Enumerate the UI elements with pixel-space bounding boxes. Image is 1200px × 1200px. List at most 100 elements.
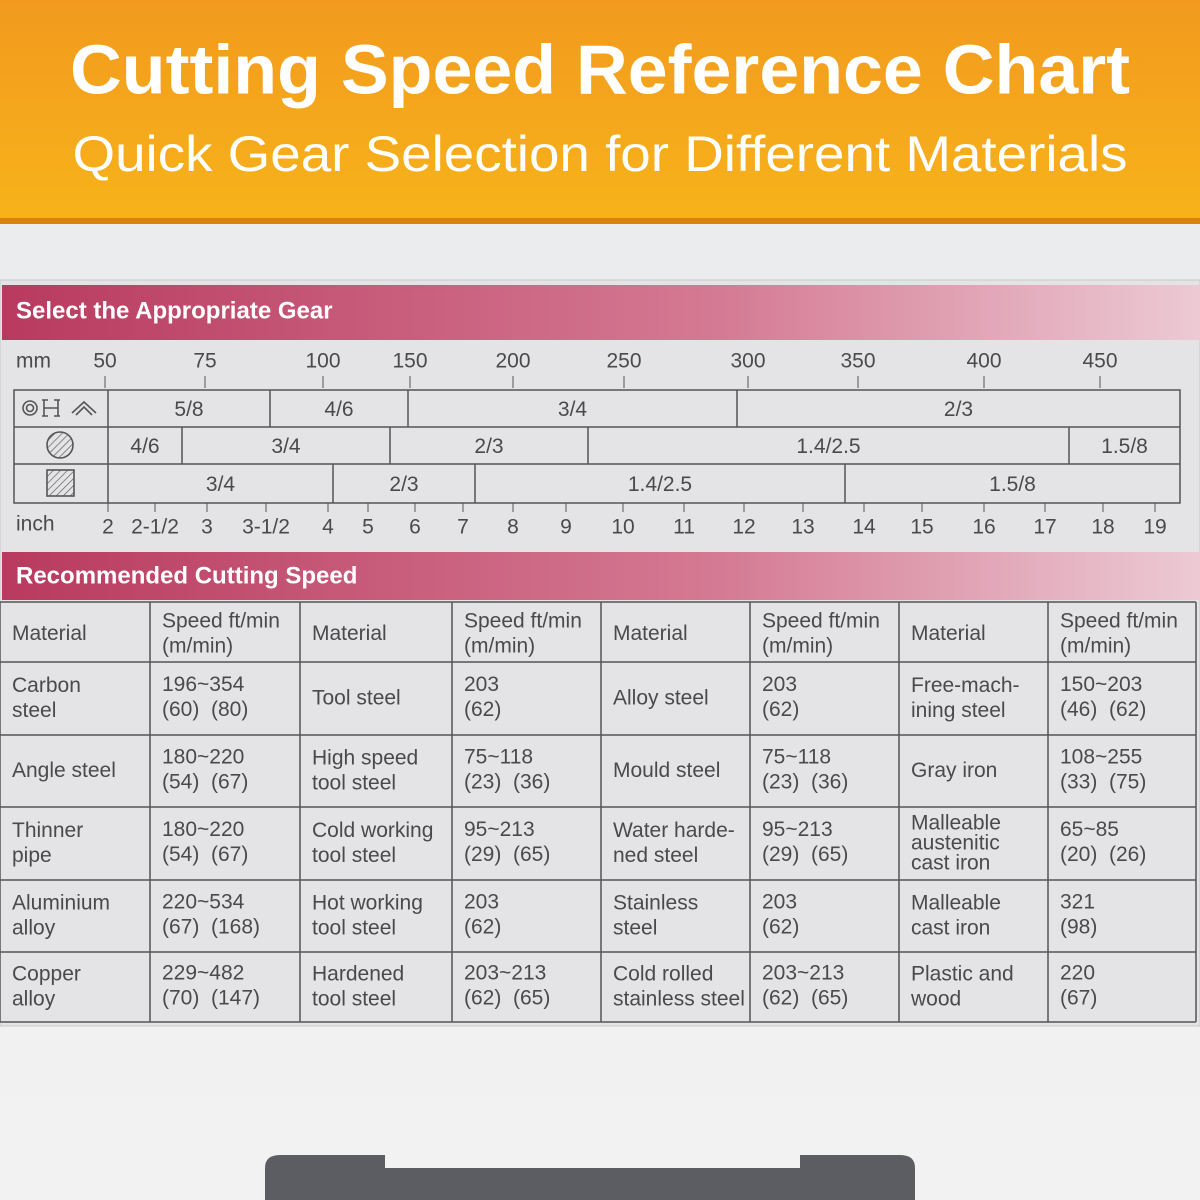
- speed-line: 75~118: [762, 745, 831, 768]
- material: Hot working tool steel: [312, 891, 423, 939]
- speed: 196~354 (60) (80): [162, 673, 248, 721]
- speed-header: Speed ft/min (m/min): [762, 609, 880, 657]
- material-header-line: Material: [911, 622, 986, 645]
- material-line: Hot working: [312, 891, 423, 914]
- material: Tool steel: [312, 686, 401, 709]
- material-line: High speed: [312, 746, 418, 769]
- material-line: stainless steel: [613, 987, 745, 1010]
- inch-tick-label: 12: [732, 516, 755, 539]
- inch-tick-label: 7: [457, 516, 469, 539]
- inch-tick-label: 16: [972, 516, 995, 539]
- speed-line: 203: [464, 673, 499, 696]
- material-line: Free-mach-: [911, 674, 1020, 697]
- material: Plastic and wood: [910, 962, 1014, 1010]
- speed: 95~213 (29) (65): [762, 818, 848, 866]
- material: Cold working tool steel: [312, 819, 433, 867]
- speed: 203 (62): [762, 673, 799, 721]
- speed-line: 321: [1060, 890, 1095, 913]
- gear-cell: 2/3: [389, 473, 418, 496]
- gear-cell: 4/6: [324, 398, 353, 421]
- speed-header-line: (m/min): [1060, 634, 1131, 657]
- speed-line: 203~213: [464, 961, 546, 984]
- material-line: tool steel: [312, 844, 396, 867]
- speed: 220~534 (67) (168): [162, 890, 260, 938]
- speed-line: 150~203: [1060, 673, 1142, 696]
- gear-title: Select the Appropriate Gear: [16, 297, 333, 324]
- icon-round: [46, 431, 74, 459]
- material-line: cast iron: [911, 851, 990, 874]
- mm-tick-label: 350: [840, 350, 875, 373]
- speed-line: 203~213: [762, 961, 844, 984]
- mm-tick-label: 50: [93, 350, 116, 373]
- title: Cutting Speed Reference Chart: [70, 30, 1130, 108]
- speed: 150~203 (46) (62): [1060, 673, 1146, 721]
- material-line: ining steel: [911, 699, 1006, 722]
- speed-line: 65~85: [1060, 818, 1119, 841]
- speed-line: 180~220: [162, 745, 244, 768]
- speed: 203 (62): [464, 673, 501, 721]
- speed: 75~118 (23) (36): [762, 745, 848, 793]
- speed-line: 229~482: [162, 961, 244, 984]
- inch-tick-label: 3-1/2: [242, 516, 290, 539]
- material-header: Material: [613, 622, 688, 645]
- speed-line: (23) (36): [762, 770, 848, 793]
- speed: 180~220 (54) (67): [162, 745, 248, 793]
- material-line: Thinner: [12, 819, 83, 842]
- speed-line: (62): [762, 915, 799, 938]
- material-line: Malleable: [911, 891, 1001, 914]
- material-line: Mould steel: [613, 759, 720, 782]
- gear-cell: 4/6: [130, 435, 159, 458]
- speed-line: (62): [464, 915, 501, 938]
- material-line: Gray iron: [911, 759, 997, 782]
- material-line: tool steel: [312, 916, 396, 939]
- material-line: Carbon: [12, 674, 81, 697]
- mm-label: mm: [16, 350, 51, 373]
- material: Water harde-ned steel: [613, 819, 735, 867]
- mm-tick-label: 300: [730, 350, 765, 373]
- material-line: tool steel: [312, 987, 396, 1010]
- speed-line: 180~220: [162, 818, 244, 841]
- speed: 180~220 (54) (67): [162, 818, 248, 866]
- inch-tick-label: 19: [1143, 516, 1166, 539]
- mm-tick-label: 400: [966, 350, 1001, 373]
- speed-line: 203: [762, 673, 797, 696]
- gear-cell: 1.4/2.5: [796, 435, 860, 458]
- icon-profiles: [22, 399, 97, 417]
- material: Mould steel: [613, 759, 720, 782]
- speed-header-line: Speed ft/min: [1060, 609, 1178, 632]
- mm-tick-label: 200: [495, 350, 530, 373]
- gear-cell: 2/3: [944, 398, 973, 421]
- material-line: Malleable: [911, 811, 1001, 834]
- speed-line: 95~213: [464, 818, 535, 841]
- material-line: Cold rolled: [613, 962, 713, 985]
- material: Alloy steel: [613, 686, 709, 709]
- material: Angle steel: [12, 759, 116, 782]
- speed-line: (62) (65): [464, 986, 550, 1009]
- speed-line: (54) (67): [162, 770, 248, 793]
- material-line: steel: [12, 699, 56, 722]
- material-line: Aluminium: [12, 891, 110, 914]
- speed-line: 75~118: [464, 745, 533, 768]
- inch-tick-label: 15: [910, 516, 933, 539]
- icon-square: [46, 469, 75, 497]
- speed-header: Speed ft/min (m/min): [464, 609, 582, 657]
- speed-line: 108~255: [1060, 745, 1142, 768]
- material: Thinner pipe: [12, 819, 83, 867]
- material: Free-mach-ining steel: [911, 674, 1020, 722]
- material: Stainless steel: [613, 891, 698, 939]
- gear-grid: [13, 389, 1181, 504]
- material-line: austenitic: [911, 831, 1000, 854]
- inch-tick-label: 6: [409, 516, 421, 539]
- mm-tick-label: 250: [606, 350, 641, 373]
- material-header: Material: [312, 622, 387, 645]
- material: Hardened tool steel: [312, 962, 404, 1010]
- mm-tick-label: 100: [305, 350, 340, 373]
- material-line: Alloy steel: [613, 686, 709, 709]
- material-line: Water harde-: [613, 819, 735, 842]
- inch-tick-label: 3: [201, 516, 213, 539]
- material-line: wood: [910, 987, 961, 1010]
- speed-line: (62): [762, 698, 799, 721]
- material-line: Copper: [12, 962, 81, 985]
- speed-line: (60) (80): [162, 698, 248, 721]
- mm-tick-label: 450: [1082, 350, 1117, 373]
